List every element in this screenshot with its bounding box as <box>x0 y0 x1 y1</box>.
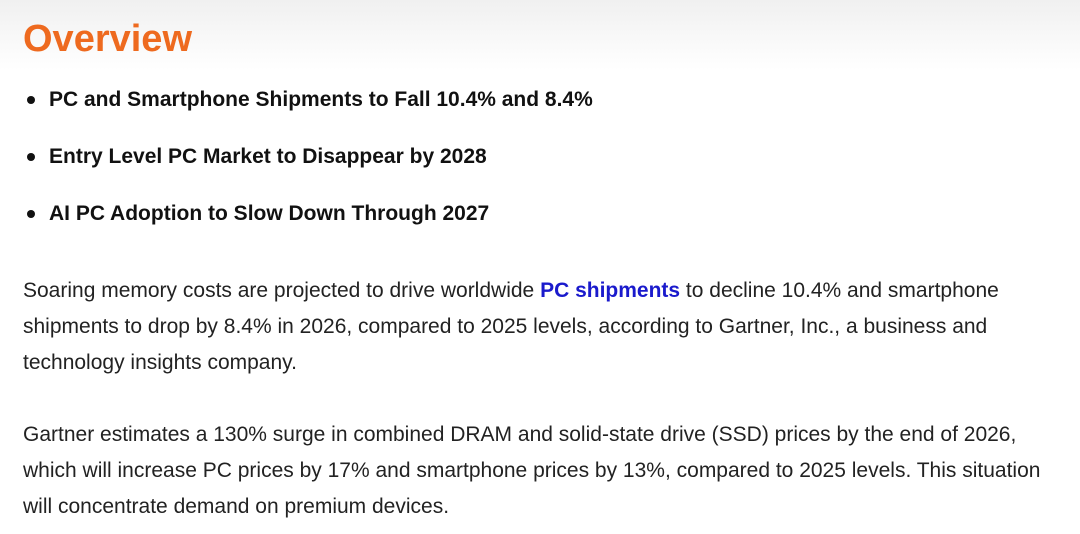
highlights-list: PC and Smartphone Shipments to Fall 10.4… <box>23 84 593 255</box>
highlight-item: Entry Level PC Market to Disappear by 20… <box>23 141 593 198</box>
pc-shipments-link[interactable]: PC shipments <box>540 279 681 302</box>
header-shade <box>0 0 1080 70</box>
paragraph-estimate: Gartner estimates a 130% surge in combin… <box>23 423 1041 518</box>
bullet-dot <box>27 210 35 218</box>
highlight-item: AI PC Adoption to Slow Down Through 2027 <box>23 198 593 255</box>
section-title: Overview <box>23 18 192 60</box>
bullet-dot <box>27 153 35 161</box>
highlight-text: AI PC Adoption to Slow Down Through 2027 <box>49 202 490 225</box>
bullet-dot <box>27 96 35 104</box>
highlight-text: PC and Smartphone Shipments to Fall 10.4… <box>49 88 593 111</box>
highlight-item: PC and Smartphone Shipments to Fall 10.4… <box>23 84 593 141</box>
highlight-text: Entry Level PC Market to Disappear by 20… <box>49 145 487 168</box>
paragraph-intro: Soaring memory costs are projected to dr… <box>23 273 1063 381</box>
paragraph-intro-lead: Soaring memory costs are projected to dr… <box>23 279 541 302</box>
paragraph-intro-rest: to decline 10.4% and smartphone shipment… <box>23 279 999 374</box>
